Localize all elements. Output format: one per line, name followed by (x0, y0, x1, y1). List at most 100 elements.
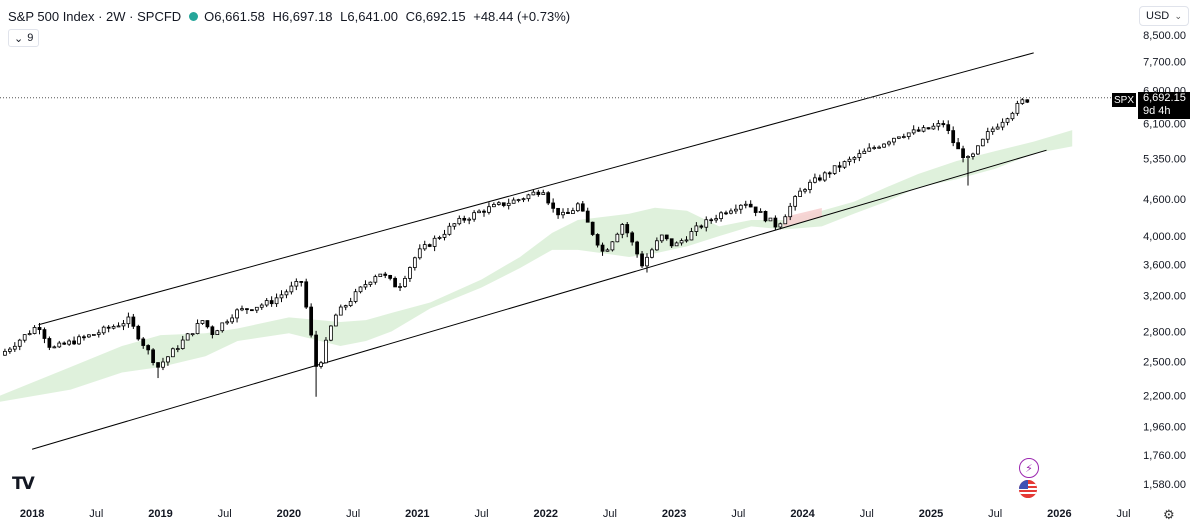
candle-up (847, 158, 852, 162)
candle-up (516, 199, 521, 201)
candle-down (566, 211, 570, 214)
candle-up (931, 125, 936, 130)
candle-up (57, 342, 62, 348)
time-tick-label: 2024 (790, 508, 815, 520)
chevron-down-icon: ⌄ (14, 32, 24, 45)
price-axis[interactable]: 8,500.007,700.006,900.006,100.005,350.00… (1143, 30, 1186, 491)
channel-lower-line (31, 149, 1047, 450)
candle-down (47, 338, 52, 348)
candle-down (309, 306, 314, 336)
candle-up (77, 336, 81, 345)
lightning-icon[interactable]: ⚡ (1019, 458, 1039, 478)
candle-down (763, 210, 768, 222)
candle-up (27, 333, 32, 336)
candle-up (531, 191, 536, 196)
symbol-title[interactable]: S&P 500 Index · 2W · SPCFD (8, 8, 182, 24)
candle-up (279, 294, 284, 299)
candle-up (966, 156, 970, 159)
candle-up (985, 131, 990, 140)
price-tick-label: 2,800.00 (1143, 326, 1186, 338)
currency-selector[interactable]: USD ⌄ (1139, 6, 1189, 26)
candle-up (1010, 112, 1015, 120)
candle-up (798, 190, 802, 197)
tradingview-logo-icon[interactable]: TV (12, 474, 35, 494)
candle-up (684, 239, 689, 242)
candle-up (333, 314, 338, 327)
candle-down (669, 238, 674, 247)
candle-up (867, 147, 872, 152)
candle-up (650, 249, 654, 258)
candle-down (837, 165, 842, 168)
candle-up (921, 127, 926, 132)
candle-down (151, 349, 155, 363)
candle-up (180, 339, 185, 349)
price-tick-label: 2,200.00 (1143, 391, 1186, 403)
candle-down (393, 277, 397, 288)
candle-down (595, 234, 600, 246)
candle-up (17, 339, 22, 347)
candle-down (427, 244, 432, 247)
time-axis[interactable]: 2018 Jul 2019 Jul 2020 Jul 2021 Jul 2022 Jul 2023 J… (20, 508, 1131, 520)
change-value: +48.44 (+0.73%) (473, 8, 571, 24)
gear-icon[interactable]: ⚙ (1163, 507, 1175, 522)
candle-up (659, 234, 664, 242)
candle-down (961, 148, 965, 159)
candle-up (32, 327, 37, 334)
candle-up (412, 257, 417, 268)
candle-down (205, 320, 210, 328)
candle-up (610, 241, 615, 251)
candle-down (106, 326, 111, 329)
last-price-value: 6,692.15 (1143, 92, 1186, 104)
candle-up (654, 240, 659, 251)
candle-down (304, 281, 309, 308)
candle-up (403, 277, 407, 287)
time-tick-label: 2025 (919, 508, 943, 520)
candle-up (452, 223, 457, 227)
candle-up (704, 219, 709, 228)
candle-up (378, 273, 383, 277)
candle-up (901, 136, 906, 138)
candle-down (1025, 99, 1030, 103)
candle-up (620, 224, 625, 235)
candle-up (398, 286, 402, 288)
candle-up (1005, 118, 1010, 123)
candle-up (432, 237, 437, 247)
candle-up (259, 304, 264, 308)
candle-up (338, 306, 343, 316)
candle-up (368, 281, 373, 285)
candle-up (274, 297, 279, 305)
candle-up (348, 301, 353, 307)
candle-up (872, 147, 877, 149)
symbol-price-tag: SPX (1112, 93, 1136, 107)
candle-down (62, 342, 67, 345)
candle-up (235, 309, 239, 319)
candle-down (827, 172, 832, 175)
candle-up (694, 225, 699, 232)
time-tick-label: Jul (731, 508, 745, 520)
indicators-toggle[interactable]: ⌄ 9 (8, 29, 40, 47)
candle-up (758, 210, 763, 213)
candle-up (492, 204, 496, 208)
time-tick-label: 2020 (277, 508, 301, 520)
indicators-count: 9 (27, 32, 34, 44)
cloud-layer (0, 130, 1073, 402)
ichimoku-cloud-bear (783, 208, 822, 227)
candle-up (472, 212, 476, 220)
us-flag-icon[interactable] (1019, 480, 1037, 498)
currency-label: USD (1146, 10, 1170, 22)
candle-down (699, 225, 704, 228)
candle-down (536, 191, 541, 195)
candle-up (511, 199, 516, 204)
time-tick-label: Jul (1117, 508, 1131, 520)
candle-up (417, 248, 422, 259)
low-value: L6,641.00 (340, 8, 398, 24)
candle-up (729, 210, 733, 214)
time-tick-label: Jul (218, 508, 232, 520)
price-tick-label: 6,100.00 (1143, 119, 1186, 131)
price-tick-label: 3,600.00 (1143, 259, 1186, 271)
candle-up (289, 285, 294, 293)
candle-up (738, 204, 743, 210)
candle-up (284, 291, 289, 296)
candle-up (674, 242, 679, 247)
